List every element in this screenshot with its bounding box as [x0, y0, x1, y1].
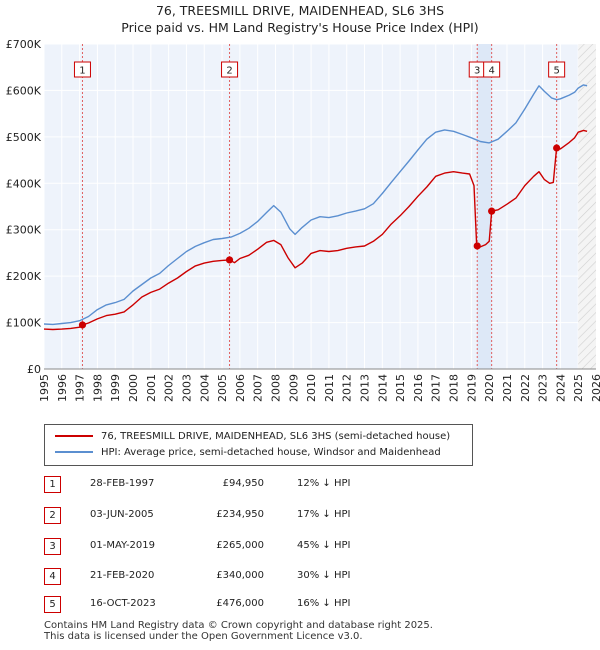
x-tick-label: 1996 — [56, 374, 69, 402]
x-tick-label: 2019 — [465, 374, 478, 402]
transaction-point — [473, 242, 481, 250]
x-tick-label: 2024 — [554, 374, 567, 402]
transaction-price: £94,950 — [222, 478, 264, 489]
x-tick-label: 2016 — [412, 374, 425, 402]
transaction-price: £476,000 — [216, 598, 264, 609]
x-tick-label: 2013 — [359, 374, 372, 402]
x-tick-label: 2003 — [180, 374, 193, 402]
transaction-date: 03-JUN-2005 — [90, 509, 154, 520]
footer-licence: This data is licensed under the Open Gov… — [44, 631, 363, 642]
y-tick-label: £0 — [27, 363, 41, 376]
table-row: 5 16-OCT-2023 £476,000 16% ↓ HPI — [44, 594, 564, 614]
transaction-number-badge: 2 — [44, 507, 61, 524]
x-tick-label: 2021 — [501, 374, 514, 402]
transaction-hpi-diff: 12% ↓ HPI — [297, 478, 351, 489]
x-tick-label: 2017 — [430, 374, 443, 402]
table-row: 3 01-MAY-2019 £265,000 45% ↓ HPI — [44, 536, 564, 556]
transaction-point — [488, 207, 496, 215]
transaction-price: £340,000 — [216, 570, 264, 581]
x-tick-label: 2007 — [252, 374, 265, 402]
legend-item-price-paid: 76, TREESMILL DRIVE, MAIDENHEAD, SL6 3HS… — [55, 430, 450, 444]
legend-swatch-hpi — [55, 451, 93, 453]
legend-swatch-price-paid — [55, 435, 93, 437]
transaction-band — [477, 44, 492, 369]
x-tick-label: 2018 — [448, 374, 461, 402]
x-tick-label: 1995 — [38, 374, 51, 402]
transaction-hpi-diff: 45% ↓ HPI — [297, 540, 351, 551]
hpi-line — [43, 84, 588, 326]
legend: 76, TREESMILL DRIVE, MAIDENHEAD, SL6 3HS… — [44, 424, 473, 466]
x-tick-label: 2012 — [341, 374, 354, 402]
x-tick-label: 2020 — [483, 374, 496, 402]
price-paid-line — [43, 129, 588, 331]
transaction-marker-label: 1 — [79, 66, 85, 77]
transaction-number-badge: 4 — [44, 568, 61, 585]
x-tick-label: 2025 — [572, 374, 585, 402]
y-tick-label: £200K — [6, 270, 42, 283]
chart-subtitle: Price paid vs. HM Land Registry's House … — [121, 20, 479, 35]
transaction-marker-box — [221, 61, 239, 78]
transaction-marker-label: 3 — [474, 66, 480, 77]
x-tick-label: 2015 — [394, 374, 407, 402]
x-tick-label: 2023 — [537, 374, 550, 402]
y-tick-label: £400K — [6, 177, 42, 190]
legend-label-hpi: HPI: Average price, semi-detached house,… — [101, 447, 441, 458]
x-tick-label: 2026 — [590, 374, 600, 402]
x-tick-label: 1997 — [74, 374, 87, 402]
y-tick-label: £500K — [6, 131, 42, 144]
plot-background — [44, 44, 596, 369]
transaction-price: £234,950 — [216, 509, 264, 520]
x-tick-label: 2022 — [519, 374, 532, 402]
x-tick-label: 2011 — [323, 374, 336, 402]
table-row: 1 28-FEB-1997 £94,950 12% ↓ HPI — [44, 474, 564, 494]
y-tick-label: £700K — [6, 38, 42, 51]
table-row: 2 03-JUN-2005 £234,950 17% ↓ HPI — [44, 505, 564, 525]
transaction-number-badge: 1 — [44, 476, 61, 493]
transaction-marker-box — [548, 61, 566, 78]
x-tick-label: 2005 — [216, 374, 229, 402]
transaction-hpi-diff: 17% ↓ HPI — [297, 509, 351, 520]
transaction-date: 01-MAY-2019 — [90, 540, 156, 551]
transaction-price: £265,000 — [216, 540, 264, 551]
transaction-date: 16-OCT-2023 — [90, 598, 156, 609]
y-tick-label: £600K — [6, 84, 42, 97]
transaction-date: 28-FEB-1997 — [90, 478, 155, 489]
x-tick-label: 1998 — [91, 374, 104, 402]
transaction-date: 21-FEB-2020 — [90, 570, 155, 581]
y-tick-label: £100K — [6, 317, 42, 330]
x-tick-label: 2014 — [376, 374, 389, 402]
transaction-marker-box — [73, 61, 91, 78]
transaction-marker-label: 2 — [226, 66, 232, 77]
chart-title: 76, TREESMILL DRIVE, MAIDENHEAD, SL6 3HS — [155, 3, 445, 18]
transaction-point — [78, 321, 87, 329]
y-tick-label: £300K — [6, 224, 42, 237]
price-chart: 1 2 3 4 5 £0 £100K £200K £300K £400K £500K £600K £70… — [6, 38, 600, 402]
transaction-marker-label: 4 — [488, 66, 494, 77]
transaction-marker-box — [483, 61, 501, 78]
x-tick-label: 1999 — [109, 374, 122, 402]
x-tick-label: 2002 — [163, 374, 176, 402]
legend-item-hpi: HPI: Average price, semi-detached house,… — [55, 446, 441, 460]
transaction-point — [225, 256, 234, 264]
transaction-hpi-diff: 30% ↓ HPI — [297, 570, 351, 581]
transaction-hpi-diff: 16% ↓ HPI — [297, 598, 351, 609]
table-row: 4 21-FEB-2020 £340,000 30% ↓ HPI — [44, 566, 564, 586]
footer-copyright: Contains HM Land Registry data © Crown c… — [44, 620, 433, 631]
x-tick-label: 2010 — [305, 374, 318, 402]
x-tick-label: 2000 — [127, 374, 140, 402]
forecast-area — [578, 44, 596, 369]
x-tick-label: 2004 — [198, 374, 211, 402]
x-tick-label: 2006 — [234, 374, 247, 402]
x-tick-label: 2001 — [145, 374, 158, 402]
x-tick-label: 2008 — [269, 374, 282, 402]
x-tick-label: 2009 — [287, 374, 300, 402]
transaction-point — [553, 144, 561, 152]
transaction-marker-label: 5 — [553, 66, 559, 77]
transaction-number-badge: 5 — [44, 596, 61, 613]
transaction-number-badge: 3 — [44, 538, 61, 555]
legend-label-price-paid: 76, TREESMILL DRIVE, MAIDENHEAD, SL6 3HS… — [101, 431, 451, 442]
